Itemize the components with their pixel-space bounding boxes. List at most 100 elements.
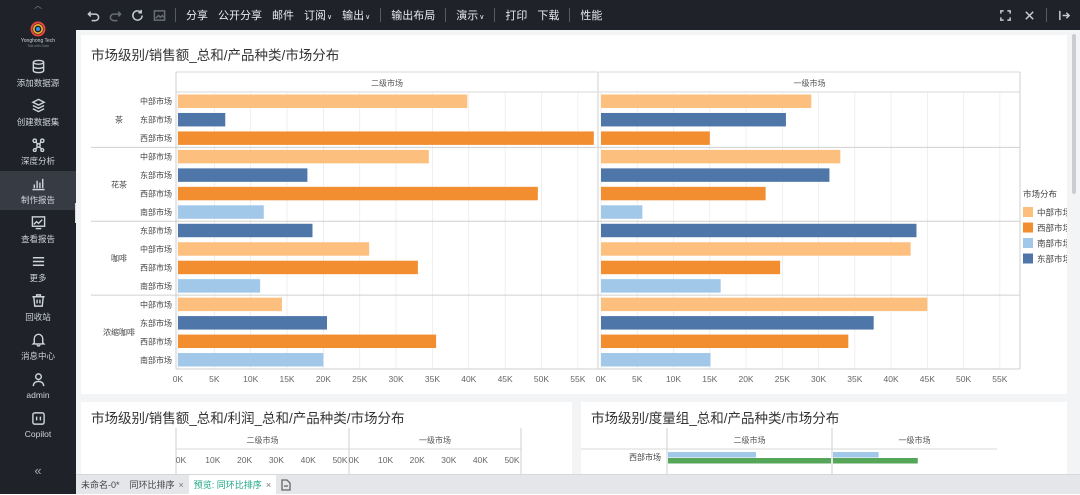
bar[interactable]: [668, 458, 831, 464]
undo-icon[interactable]: [82, 0, 104, 30]
sidebar-item-database[interactable]: 添加数据源: [0, 54, 76, 93]
x-tick-label: 20K: [316, 374, 331, 384]
bar[interactable]: [601, 94, 812, 108]
bar[interactable]: [178, 94, 468, 108]
bar[interactable]: [601, 223, 917, 238]
x-tick-label: 0K: [173, 374, 184, 384]
present-menu[interactable]: 演示∨: [451, 7, 489, 23]
bar[interactable]: [601, 297, 928, 312]
bar[interactable]: [601, 168, 830, 182]
bar[interactable]: [178, 205, 264, 219]
bar[interactable]: [833, 458, 918, 464]
bar[interactable]: [601, 334, 849, 349]
legend-label[interactable]: 东部市场: [1037, 254, 1067, 264]
bar[interactable]: [668, 452, 757, 458]
performance-button[interactable]: 性能: [580, 10, 603, 22]
image-icon[interactable]: [148, 0, 170, 30]
bar[interactable]: [601, 242, 911, 256]
new-document-icon[interactable]: [279, 478, 293, 492]
panel-header: 一级市场: [419, 435, 451, 445]
toolbar-divider: [569, 8, 571, 22]
panel-header: 二级市场: [734, 435, 766, 445]
bar[interactable]: [178, 279, 261, 293]
mail-button[interactable]: 邮件: [272, 10, 294, 22]
bar[interactable]: [601, 112, 786, 127]
bar[interactable]: [178, 149, 429, 164]
row-label: 南部市场: [140, 281, 172, 291]
sidebar-item-user[interactable]: admin: [0, 366, 76, 405]
sidebar-item-trash[interactable]: 回收站: [0, 288, 76, 327]
bar[interactable]: [178, 112, 226, 127]
user-icon: [32, 372, 44, 386]
bar[interactable]: [833, 452, 879, 458]
bar[interactable]: [601, 260, 781, 275]
legend-label[interactable]: 中部市场: [1037, 208, 1067, 218]
bar[interactable]: [178, 131, 594, 145]
tab-2[interactable]: 预览: 同环比排序 ×: [188, 474, 277, 495]
chart-sales-profit[interactable]: 二级市场 0K 10K 20K 30K 40K 50K 一级市场 0K 10K 20K 30K 40K 5…: [81, 402, 572, 474]
sidebar-item-network[interactable]: 深度分析: [0, 132, 76, 171]
sidebar-item-bell[interactable]: 消息中心: [0, 327, 76, 366]
chart-sales-by-market[interactable]: 二级市场 一级市场 0K 5K 10K 15K 20K 25K 30K 35K 40K 45K 50K 5…: [81, 35, 1067, 394]
chart-card[interactable]: 市场级别/度量组_总和/产品种类/市场分布 二级市场 一级市场 西部市场: [581, 402, 1067, 474]
bar[interactable]: [601, 131, 710, 145]
close-icon[interactable]: [1017, 0, 1041, 30]
bar[interactable]: [178, 316, 328, 330]
export-menu[interactable]: 输出∨: [337, 7, 375, 23]
redo-icon[interactable]: [104, 0, 126, 30]
tab-0[interactable]: 未命名-0*: [76, 475, 125, 495]
bar[interactable]: [178, 242, 370, 256]
close-icon[interactable]: ×: [178, 479, 184, 490]
legend-label[interactable]: 西部市场: [1037, 223, 1067, 233]
bar[interactable]: [601, 316, 874, 330]
x-tick-label: 10K: [205, 455, 220, 465]
sidebar-item-layers[interactable]: 创建数据集: [0, 93, 76, 132]
bar[interactable]: [601, 353, 711, 367]
bar[interactable]: [178, 334, 437, 349]
share-button[interactable]: 分享: [186, 10, 208, 22]
tab-1[interactable]: 同环比排序 ×: [125, 475, 189, 495]
sidebar-up-chevron-icon[interactable]: ︿: [34, 0, 42, 10]
sidebar-item-line-chart[interactable]: 查看报告: [0, 210, 76, 249]
x-tick-label: 50K: [956, 374, 971, 384]
chart-card[interactable]: 市场级别/销售额_总和/利润_总和/产品种类/市场分布 二级市场 0K 10K 20K…: [81, 402, 572, 474]
bar[interactable]: [178, 186, 538, 201]
fullscreen-icon[interactable]: [993, 0, 1017, 30]
row-label: 西部市场: [140, 336, 172, 346]
vertical-scrollbar[interactable]: [1072, 34, 1076, 194]
chart-card[interactable]: 市场级别/销售额_总和/产品种类/市场分布 二级市场 一级市场 0K 5K 10K 15K…: [81, 35, 1067, 394]
close-icon[interactable]: ×: [265, 479, 272, 490]
print-button[interactable]: 打印: [505, 10, 528, 22]
bar[interactable]: [601, 186, 766, 201]
public-share-button[interactable]: 公开分享: [218, 10, 262, 22]
collapse-sidebar-icon[interactable]: «: [34, 463, 42, 478]
exit-icon[interactable]: [1052, 0, 1076, 30]
logo: Yonghong Tech Talk with Data: [0, 16, 76, 52]
bar[interactable]: [601, 205, 643, 219]
refresh-icon[interactable]: [126, 0, 148, 30]
download-button[interactable]: 下载: [537, 10, 560, 22]
row-label: 中部市场: [140, 152, 172, 162]
bar[interactable]: [178, 260, 418, 275]
panel-header: 二级市场: [371, 78, 403, 88]
bar[interactable]: [601, 279, 721, 293]
bar[interactable]: [178, 353, 324, 367]
tab-label: 未命名-0*: [81, 480, 120, 490]
x-tick-label: 20K: [410, 455, 425, 465]
sidebar-item-bar-chart[interactable]: 制作报告: [0, 171, 76, 210]
group-label: 茶: [115, 115, 123, 125]
bar[interactable]: [178, 223, 313, 238]
bar[interactable]: [601, 149, 841, 164]
sidebar-item-menu[interactable]: 更多: [0, 249, 76, 288]
legend-label[interactable]: 南部市场: [1037, 239, 1067, 249]
subscribe-menu[interactable]: 订阅∨: [299, 7, 337, 23]
export-layout-button[interactable]: 输出布局: [391, 10, 436, 22]
toolbar-right: [993, 0, 1080, 30]
row-label: 中部市场: [140, 96, 172, 106]
sidebar-item-copilot[interactable]: Copilot: [0, 405, 76, 444]
x-tick-label: 10K: [666, 374, 681, 384]
bar[interactable]: [178, 168, 308, 182]
group-label: 花茶: [111, 179, 127, 189]
bar[interactable]: [178, 297, 282, 312]
